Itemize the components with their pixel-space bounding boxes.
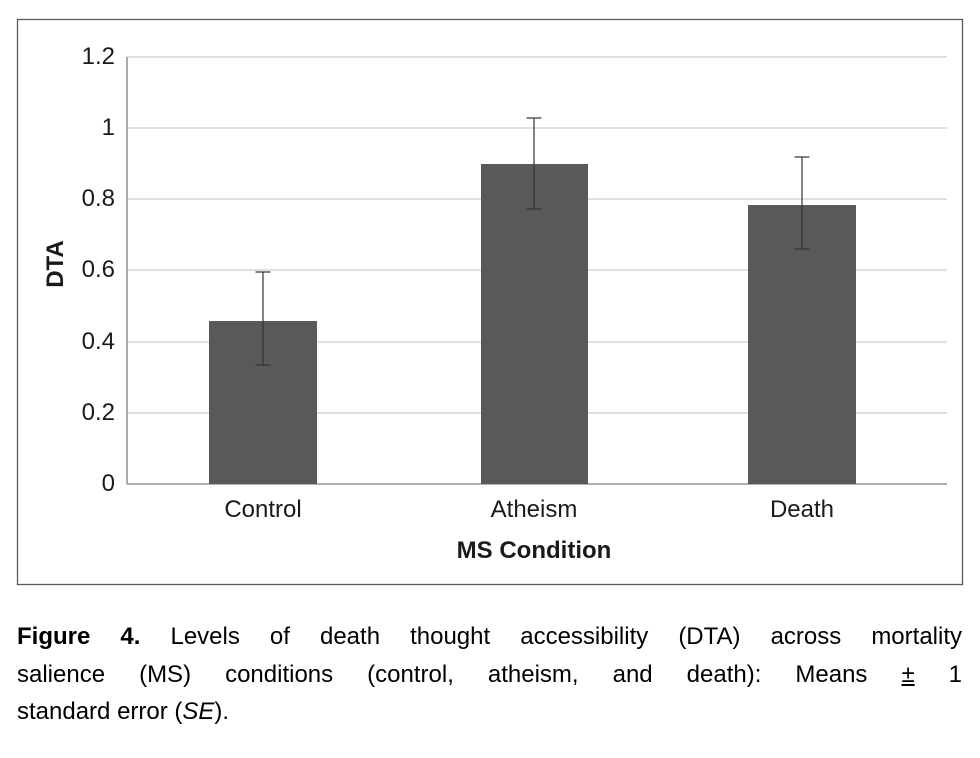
svg-text:0.6: 0.6: [82, 256, 115, 283]
svg-text:0.8: 0.8: [82, 185, 115, 212]
svg-text:0: 0: [102, 470, 115, 497]
svg-text:1.2: 1.2: [82, 43, 115, 70]
svg-text:Control: Control: [224, 496, 301, 523]
svg-text:Atheism: Atheism: [491, 496, 578, 523]
svg-text:DTA: DTA: [42, 240, 69, 288]
svg-text:0.2: 0.2: [82, 399, 115, 426]
svg-text:MS Condition: MS Condition: [457, 537, 612, 564]
svg-text:0.4: 0.4: [82, 328, 115, 355]
svg-text:Death: Death: [770, 496, 834, 523]
svg-text:1: 1: [102, 114, 115, 141]
